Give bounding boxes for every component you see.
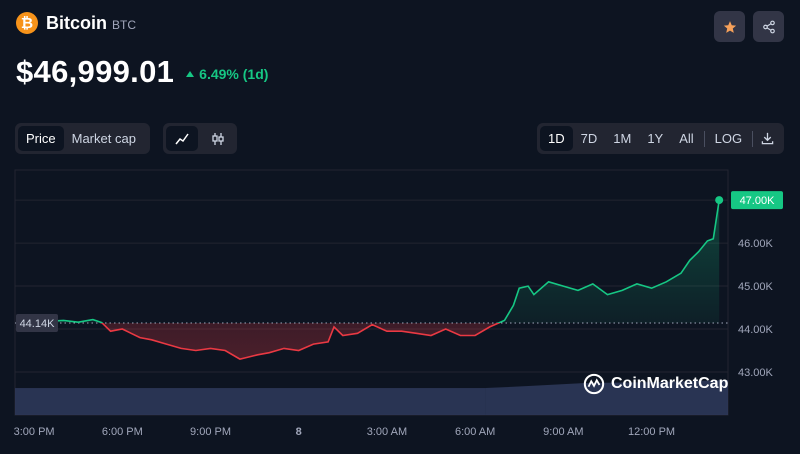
range-1m[interactable]: 1M bbox=[613, 131, 632, 146]
toolbar-divider bbox=[703, 130, 705, 147]
x-tick-label: 6:00 AM bbox=[455, 426, 495, 438]
candlestick-button[interactable] bbox=[202, 126, 234, 151]
line-chart-button[interactable] bbox=[166, 126, 198, 151]
share-icon bbox=[762, 20, 775, 33]
chart-type-toggle bbox=[163, 123, 237, 154]
header-actions bbox=[714, 11, 784, 42]
price-row: $46,999.01 6.49% (1d) bbox=[16, 54, 268, 90]
volume-band bbox=[485, 380, 728, 415]
log-scale-toggle[interactable]: LOG bbox=[714, 131, 743, 146]
price-change: 6.49% (1d) bbox=[186, 66, 268, 82]
last-price-dot bbox=[715, 196, 724, 205]
baseline-badge bbox=[16, 314, 58, 333]
candlestick-icon bbox=[212, 132, 224, 145]
range-all[interactable]: All bbox=[679, 131, 694, 146]
y-tick-label: 45.00K bbox=[738, 281, 774, 293]
coinmarketcap-watermark: CoinMarketCap bbox=[583, 373, 728, 395]
area-above-baseline bbox=[16, 200, 720, 324]
y-tick-label: 46.00K bbox=[738, 238, 774, 250]
coinmarketcap-logo-icon bbox=[583, 373, 605, 395]
download-button[interactable] bbox=[755, 126, 780, 151]
price-change-value: 6.49% (1d) bbox=[199, 66, 269, 82]
tab-market-cap[interactable]: Market cap bbox=[71, 131, 136, 146]
toolbar-divider bbox=[752, 130, 754, 147]
y-tick-label: 43.00K bbox=[738, 367, 774, 379]
range-7d[interactable]: 7D bbox=[580, 131, 598, 146]
share-button[interactable] bbox=[753, 11, 784, 42]
current-price: $46,999.01 bbox=[16, 54, 175, 89]
x-tick-label: 3:00 AM bbox=[367, 426, 407, 438]
time-range-selector: 1D 7D 1M 1Y All LOG bbox=[537, 123, 784, 154]
caret-up-icon bbox=[186, 71, 195, 77]
coin-header: ₿ Bitcoin BTC bbox=[16, 12, 136, 34]
area-below-baseline bbox=[16, 323, 720, 360]
x-tick-label: 12:00 PM bbox=[628, 426, 675, 438]
x-tick-label: 9:00 PM bbox=[190, 426, 231, 438]
coin-name: Bitcoin bbox=[46, 12, 107, 33]
baseline-label: 44.14K bbox=[20, 318, 56, 330]
tab-price[interactable]: Price bbox=[18, 126, 64, 151]
range-1y[interactable]: 1Y bbox=[647, 131, 664, 146]
star-icon bbox=[723, 20, 736, 33]
line-chart-icon bbox=[175, 133, 189, 144]
x-tick-label: 9:00 AM bbox=[543, 426, 583, 438]
x-tick-label: 8 bbox=[296, 426, 302, 438]
download-icon bbox=[761, 132, 774, 145]
watermark-text: CoinMarketCap bbox=[611, 375, 729, 392]
last-price-label: 47.00K bbox=[740, 195, 776, 207]
coin-symbol: BTC bbox=[112, 17, 136, 32]
metric-tabs: Price Market cap bbox=[15, 123, 150, 154]
watchlist-button[interactable] bbox=[714, 11, 745, 42]
x-tick-label: 3:00 PM bbox=[14, 426, 55, 438]
price-line-up bbox=[16, 199, 720, 324]
last-price-badge bbox=[731, 191, 783, 210]
bitcoin-logo-icon: ₿ bbox=[16, 12, 38, 34]
price-line-down bbox=[16, 323, 501, 360]
volume-band bbox=[15, 388, 486, 415]
range-1d[interactable]: 1D bbox=[540, 126, 573, 151]
y-tick-label: 44.00K bbox=[738, 324, 774, 336]
x-tick-label: 6:00 PM bbox=[102, 426, 143, 438]
